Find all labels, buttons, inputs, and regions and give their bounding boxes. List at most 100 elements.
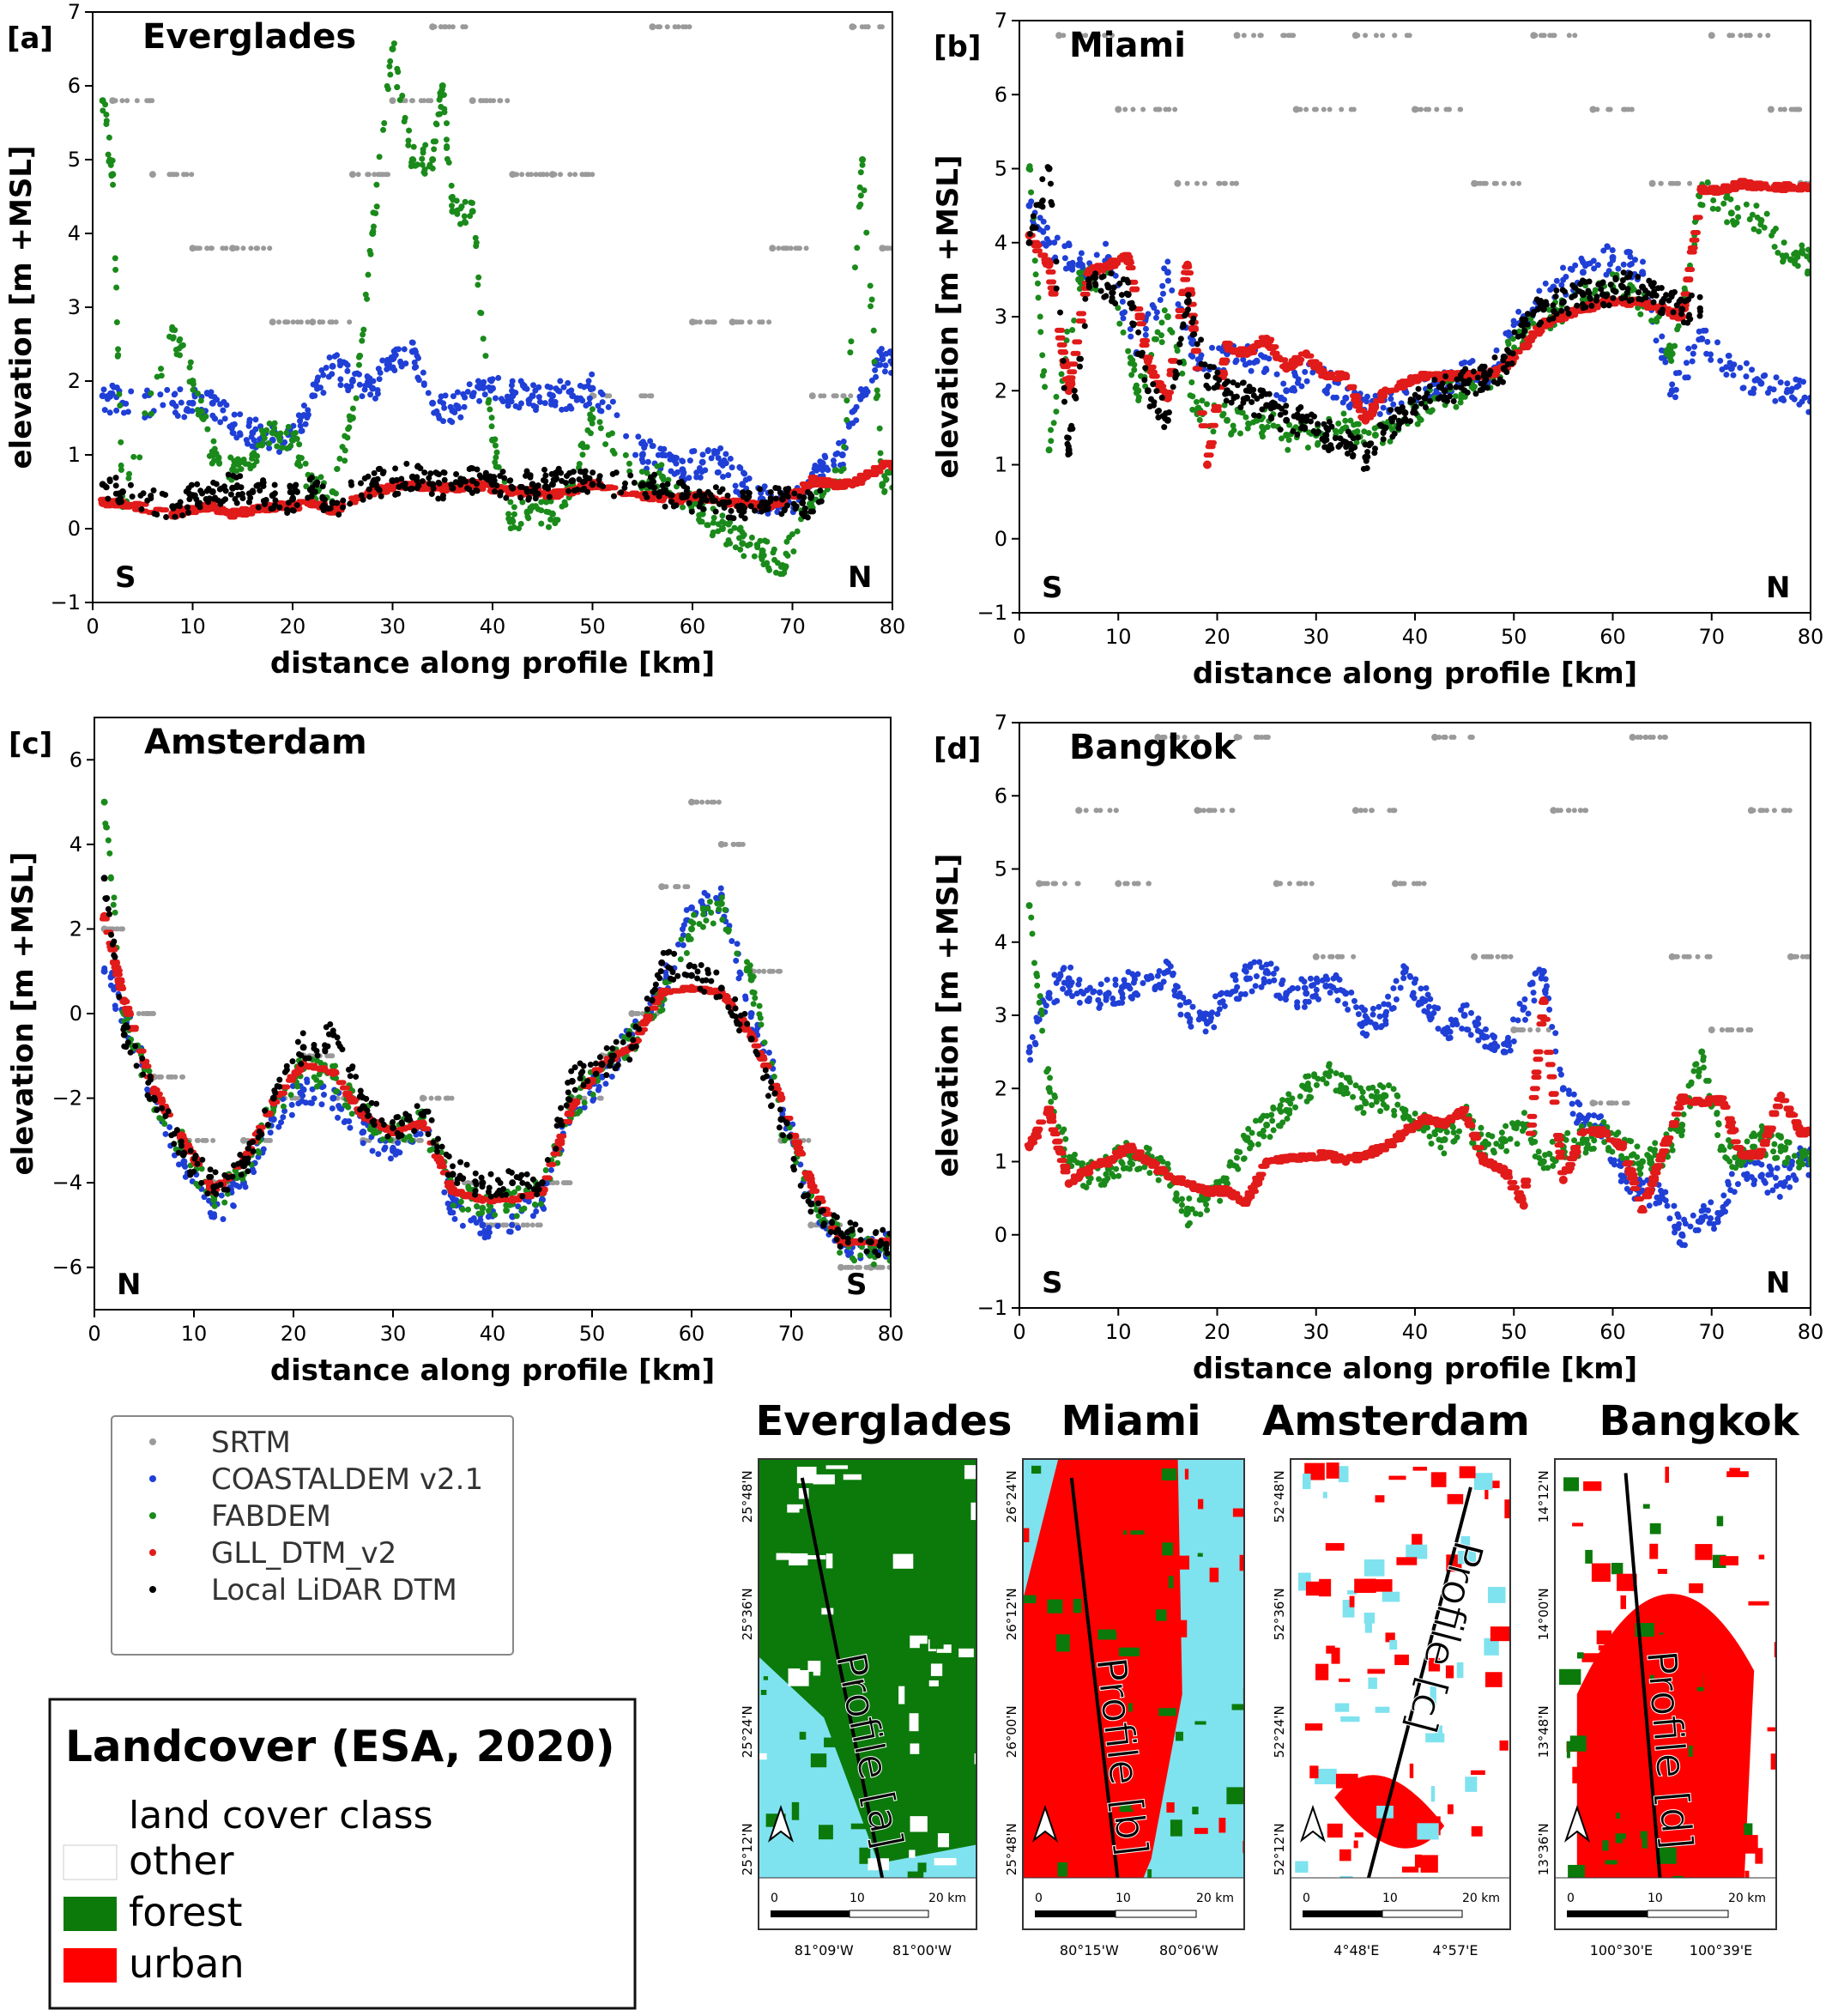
data-point bbox=[179, 512, 186, 518]
data-point bbox=[250, 487, 257, 494]
data-point bbox=[1151, 305, 1158, 312]
data-point bbox=[1447, 106, 1453, 112]
data-point bbox=[791, 490, 798, 497]
data-point bbox=[293, 502, 300, 509]
data-point bbox=[783, 564, 789, 571]
data-point bbox=[190, 381, 197, 388]
data-point bbox=[380, 126, 387, 133]
data-point bbox=[379, 357, 386, 364]
data-point bbox=[1130, 321, 1137, 328]
data-point bbox=[173, 351, 180, 358]
data-point bbox=[507, 499, 514, 506]
data-point bbox=[680, 504, 686, 511]
data-point bbox=[482, 353, 489, 360]
data-point bbox=[1273, 391, 1280, 398]
data-point bbox=[684, 485, 691, 492]
data-point bbox=[306, 476, 313, 483]
data-point bbox=[405, 137, 412, 144]
data-point bbox=[415, 481, 422, 488]
data-point bbox=[460, 24, 466, 30]
data-point bbox=[1193, 398, 1200, 405]
data-point bbox=[177, 386, 184, 393]
data-point bbox=[1818, 396, 1824, 402]
data-point bbox=[1757, 33, 1763, 39]
data-point bbox=[735, 488, 741, 495]
data-point bbox=[886, 1264, 891, 1270]
data-point bbox=[609, 447, 616, 454]
data-point bbox=[204, 426, 211, 433]
data-point bbox=[1538, 297, 1545, 304]
data-point bbox=[1593, 297, 1599, 304]
data-point bbox=[1140, 337, 1151, 343]
data-point bbox=[1206, 440, 1217, 446]
data-point bbox=[1325, 427, 1332, 433]
data-point bbox=[103, 500, 114, 506]
data-point bbox=[280, 1114, 287, 1121]
data-point bbox=[886, 348, 892, 355]
data-point bbox=[1097, 288, 1104, 294]
data-point bbox=[295, 454, 302, 461]
data-point bbox=[1525, 337, 1536, 343]
data-point bbox=[1170, 384, 1176, 390]
data-point bbox=[1259, 406, 1266, 413]
data-point bbox=[1165, 409, 1172, 415]
data-point bbox=[650, 24, 656, 30]
data-point bbox=[1811, 181, 1817, 186]
data-point bbox=[105, 495, 112, 502]
data-point bbox=[1524, 321, 1531, 328]
data-point bbox=[553, 471, 559, 478]
data-point bbox=[527, 473, 534, 480]
data-point bbox=[330, 1053, 336, 1059]
data-point bbox=[1626, 273, 1633, 280]
data-point bbox=[366, 493, 373, 500]
data-point bbox=[841, 393, 847, 399]
data-point bbox=[1720, 200, 1727, 207]
data-point bbox=[552, 402, 559, 409]
data-point bbox=[276, 319, 282, 325]
data-point bbox=[1708, 356, 1714, 363]
data-point bbox=[462, 198, 469, 205]
data-point bbox=[389, 45, 396, 52]
data-point bbox=[1211, 384, 1218, 391]
x-tick-label: 60 bbox=[1599, 625, 1626, 649]
data-point bbox=[1791, 396, 1798, 403]
data-point bbox=[336, 512, 342, 518]
data-point bbox=[463, 478, 469, 485]
data-point bbox=[313, 383, 320, 390]
data-point bbox=[1282, 362, 1293, 368]
data-point bbox=[1071, 317, 1078, 324]
data-point bbox=[190, 386, 197, 393]
data-point bbox=[1155, 414, 1162, 421]
data-point bbox=[1064, 434, 1071, 441]
data-point bbox=[148, 390, 154, 397]
data-point bbox=[1355, 434, 1362, 441]
data-point bbox=[585, 378, 592, 384]
data-point bbox=[895, 461, 905, 466]
data-point bbox=[863, 229, 870, 236]
data-point bbox=[702, 467, 709, 474]
data-point bbox=[529, 1222, 535, 1228]
data-point bbox=[216, 459, 223, 466]
data-point bbox=[302, 421, 309, 427]
x-tick-label: 40 bbox=[1402, 625, 1429, 649]
data-point bbox=[509, 484, 517, 492]
data-point bbox=[1163, 393, 1172, 403]
data-point bbox=[664, 481, 671, 487]
data-point bbox=[1682, 374, 1689, 381]
data-point bbox=[1249, 399, 1255, 406]
data-point bbox=[1680, 291, 1691, 297]
data-point bbox=[1142, 325, 1149, 332]
data-point bbox=[299, 1086, 307, 1093]
data-point bbox=[489, 384, 496, 392]
data-point bbox=[1821, 253, 1826, 259]
data-point bbox=[1315, 421, 1321, 427]
data-point bbox=[233, 245, 239, 251]
data-point bbox=[1767, 106, 1775, 113]
data-point bbox=[1283, 432, 1291, 439]
data-point bbox=[1174, 179, 1182, 187]
data-point bbox=[481, 378, 487, 385]
data-point bbox=[1623, 289, 1630, 296]
data-point bbox=[1671, 288, 1678, 295]
data-point bbox=[1066, 449, 1073, 456]
data-point bbox=[384, 366, 390, 372]
